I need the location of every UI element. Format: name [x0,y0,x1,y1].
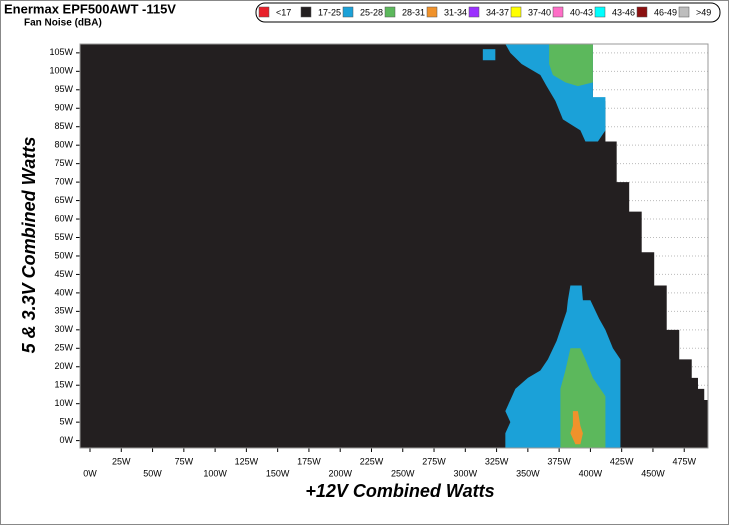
legend-label: >49 [696,7,711,17]
y-tick-label: 105W [49,47,73,57]
legend-swatch [678,6,690,18]
region [560,348,606,448]
region [482,49,496,61]
legend-swatch [342,6,354,18]
y-tick-label: 75W [54,158,73,168]
y-tick-label: 30W [54,324,73,334]
x-tick-label: 50W [143,468,162,478]
legend-swatch [468,6,480,18]
x-tick-label: 425W [610,456,634,466]
y-tick-label: 5W [60,417,74,427]
legend-swatch [258,6,270,18]
x-tick-label: 250W [391,468,415,478]
legend-label: 25-28 [360,7,383,17]
y-tick-label: 85W [54,121,73,131]
y-axis-label: 5 & 3.3V Combined Watts [19,137,39,354]
y-tick-label: 70W [54,176,73,186]
legend-swatch [594,6,606,18]
chart-subtitle: Fan Noise (dBA) [24,18,102,29]
y-tick-label: 45W [54,269,73,279]
y-tick-label: 50W [54,250,73,260]
y-tick-label: 20W [54,361,73,371]
x-tick-label: 75W [175,456,194,466]
y-tick-label: 0W [60,435,74,445]
plot-border [79,43,709,449]
y-tick-label: 55W [54,232,73,242]
legend-label: 43-46 [612,7,635,17]
x-tick-label: 325W [485,456,509,466]
legend-swatch [510,6,522,18]
x-tick-label: 450W [641,468,665,478]
region [570,411,583,445]
x-tick-label: 225W [360,456,384,466]
x-tick-label: 275W [422,456,446,466]
x-tick-label: 475W [672,456,696,466]
x-tick-label: 300W [454,468,478,478]
y-tick-label: 90W [54,103,73,113]
x-tick-label: 100W [203,468,227,478]
x-tick-label: 25W [112,456,131,466]
region [80,44,708,448]
y-tick-label: 95W [54,84,73,94]
legend-label: 17-25 [318,7,341,17]
y-tick-label: 10W [54,398,73,408]
y-tick-label: 35W [54,306,73,316]
x-tick-label: 200W [328,468,352,478]
legend-label: 28-31 [402,7,425,17]
x-tick-label: 350W [516,468,540,478]
y-tick-label: 60W [54,213,73,223]
y-tick-label: 25W [54,343,73,353]
y-tick-label: 40W [54,287,73,297]
x-tick-label: 375W [547,456,571,466]
legend-label: 34-37 [486,7,509,17]
y-tick-label: 15W [54,380,73,390]
region [549,44,593,87]
legend-label: 37-40 [528,7,551,17]
legend-swatch [636,6,648,18]
y-tick-label: 80W [54,140,73,150]
legend-label: 31-34 [444,7,467,17]
legend-label: <17 [276,7,291,17]
legend-swatch [300,6,312,18]
x-tick-label: 150W [266,468,290,478]
legend-label: 46-49 [654,7,677,17]
legend-swatch [384,6,396,18]
x-tick-label: 125W [235,456,259,466]
legend-swatch [552,6,564,18]
y-tick-label: 65W [54,195,73,205]
x-tick-label: 175W [297,456,321,466]
y-tick-label: 100W [49,66,73,76]
legend-swatch [426,6,438,18]
chart-title: Enermax EPF500AWT -115V [4,1,176,16]
x-tick-label: 0W [83,468,97,478]
x-tick-label: 400W [579,468,603,478]
legend-label: 40-43 [570,7,593,17]
x-axis-label: +12V Combined Watts [305,481,494,501]
